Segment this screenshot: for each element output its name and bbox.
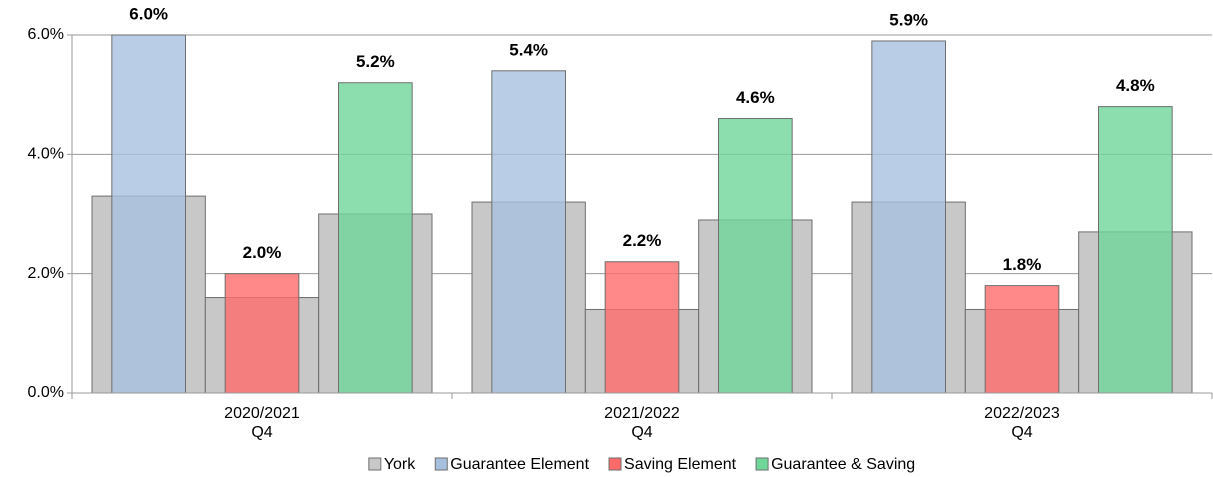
value-label: 2.0% xyxy=(243,243,282,262)
value-label: 6.0% xyxy=(129,4,168,23)
bar xyxy=(1098,106,1173,394)
bar xyxy=(338,82,413,394)
value-label: 5.9% xyxy=(889,10,928,29)
x-tick-label: Q4 xyxy=(631,424,652,441)
x-tick-label: 2021/2022 xyxy=(604,405,680,422)
value-label: 4.6% xyxy=(736,88,775,107)
value-label: 2.2% xyxy=(623,231,662,250)
x-tick-label: Q4 xyxy=(251,424,272,441)
bar xyxy=(111,34,186,394)
bar xyxy=(491,70,567,394)
bar xyxy=(224,273,300,394)
legend-swatch xyxy=(434,457,448,471)
y-tick-label: 6.0% xyxy=(28,26,64,43)
legend-label: Guarantee Element xyxy=(450,456,589,473)
x-tick-label: 2022/2023 xyxy=(984,405,1060,422)
legend-label: York xyxy=(384,456,416,473)
value-label: 4.8% xyxy=(1116,76,1155,95)
legend-label: Saving Element xyxy=(624,456,737,473)
x-tick-label: 2020/2021 xyxy=(224,405,300,422)
bar xyxy=(604,261,680,394)
legend-swatch xyxy=(608,457,622,471)
bar xyxy=(984,285,1060,394)
value-label: 1.8% xyxy=(1003,255,1042,274)
y-tick-label: 2.0% xyxy=(28,265,64,282)
value-label: 5.4% xyxy=(509,40,548,59)
x-tick-label: Q4 xyxy=(1011,424,1032,441)
y-tick-label: 4.0% xyxy=(28,146,64,163)
value-label: 5.2% xyxy=(356,52,395,71)
y-tick-label: 0.0% xyxy=(28,384,64,401)
bar xyxy=(871,40,946,394)
legend-swatch xyxy=(368,457,382,471)
legend-label: Guarantee & Saving xyxy=(771,456,915,473)
bar xyxy=(718,118,793,394)
legend-swatch xyxy=(755,457,769,471)
legend: York Guarantee Element Saving Element Guara… xyxy=(368,456,915,473)
